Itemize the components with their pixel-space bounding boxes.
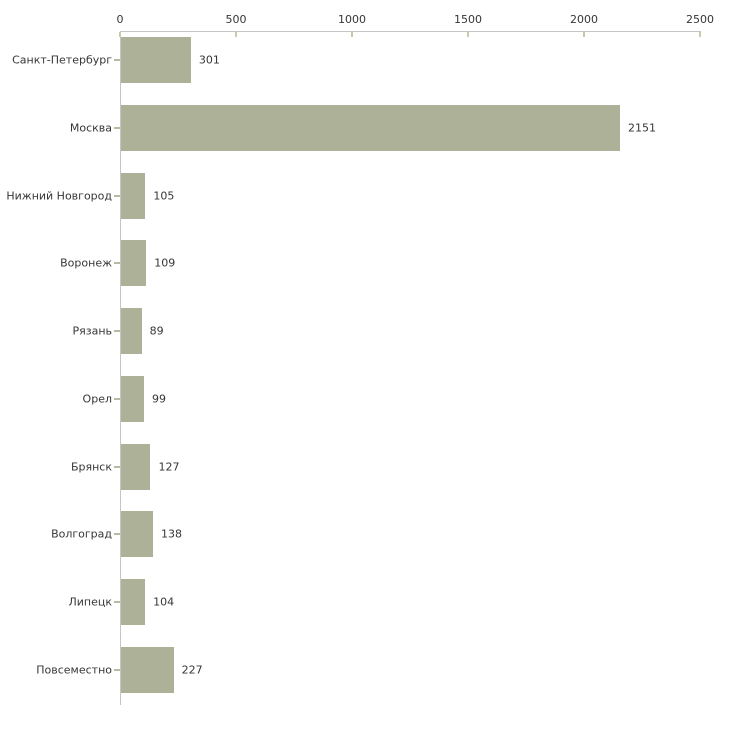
value-label: 105: [153, 189, 175, 203]
y-axis-line: [120, 31, 121, 705]
value-label: 104: [153, 595, 175, 609]
y-tick-mark: [114, 465, 120, 468]
category-label: Нижний Новгород: [6, 189, 112, 203]
x-tick-mark: [235, 32, 237, 37]
x-tick-mark: [583, 32, 585, 37]
bar: [121, 647, 174, 694]
value-label: 109: [154, 256, 176, 270]
category-label: Орел: [82, 392, 112, 406]
x-tick-mark: [351, 32, 353, 37]
bar: [121, 104, 621, 151]
y-tick-mark: [114, 533, 120, 536]
bar: [121, 240, 147, 287]
x-tick-label: 1500: [454, 13, 482, 26]
bar: [121, 308, 142, 355]
value-label: 99: [151, 392, 166, 406]
category-label: Брянск: [70, 460, 112, 474]
value-label: 127: [158, 460, 180, 474]
y-tick-mark: [114, 194, 120, 197]
bar: [121, 511, 154, 558]
y-tick-mark: [114, 601, 120, 604]
value-label: 227: [181, 663, 203, 677]
category-label: Волгоград: [51, 527, 112, 541]
value-label: 2151: [628, 121, 657, 135]
x-tick-label: 2000: [570, 13, 598, 26]
x-tick-label: 1000: [338, 13, 366, 26]
bar: [121, 37, 191, 83]
y-tick-mark: [114, 669, 120, 672]
category-label: Липецк: [68, 595, 112, 609]
x-axis-line: [120, 31, 701, 32]
y-tick-mark: [114, 126, 120, 129]
y-tick-mark: [114, 330, 120, 333]
bar: [121, 579, 146, 626]
y-tick-mark: [114, 59, 120, 61]
y-tick-mark: [114, 397, 120, 400]
bar: [121, 172, 146, 219]
x-tick-mark: [699, 32, 701, 37]
bar: [121, 375, 144, 422]
category-label: Москва: [69, 121, 112, 135]
x-tick-mark: [119, 32, 121, 37]
value-label: 301: [198, 53, 220, 67]
category-label: Санкт-Петербург: [12, 53, 112, 67]
x-tick-label: 0: [116, 13, 124, 26]
category-label: Рязань: [72, 324, 112, 338]
category-label: Воронеж: [60, 256, 112, 270]
x-tick-label: 2500: [686, 13, 714, 26]
bar: [121, 443, 151, 490]
value-label: 138: [161, 527, 183, 541]
x-tick-label: 500: [225, 13, 247, 26]
y-tick-mark: [114, 262, 120, 265]
value-label: 89: [149, 324, 164, 338]
x-tick-mark: [467, 32, 469, 37]
category-label: Повсеместно: [36, 663, 112, 677]
